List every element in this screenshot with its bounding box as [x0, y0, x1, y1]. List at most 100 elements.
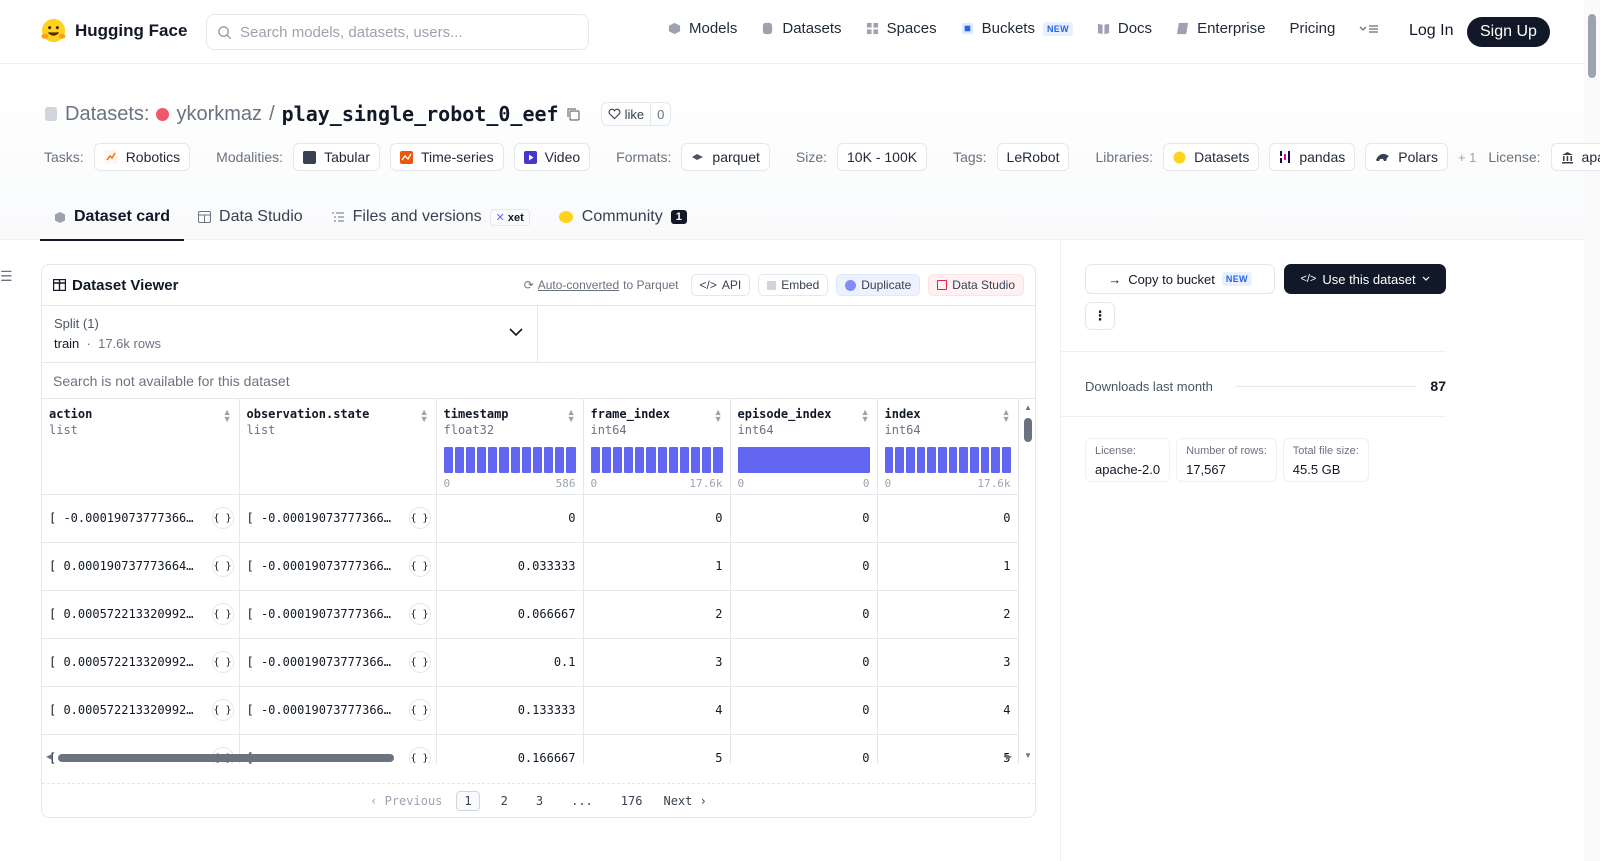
nav-enterprise[interactable]: Enterprise	[1176, 20, 1265, 37]
global-search[interactable]	[206, 14, 589, 50]
histogram-bar[interactable]	[566, 447, 576, 473]
table-row[interactable]: [ -0.0001907377736642...{ }[ -0.00019073…	[42, 494, 1019, 543]
signup-button[interactable]: Sign Up	[1467, 17, 1550, 47]
list-cell[interactable]: [ -0.0001907377736642... { }	[239, 686, 437, 735]
histogram-bar[interactable]	[443, 447, 453, 473]
expand-json-icon[interactable]: { }	[408, 507, 431, 529]
sort-icon[interactable]: ▲ ▼	[860, 407, 870, 424]
sort-icon[interactable]: ▲ ▼	[713, 407, 723, 424]
tag-lerobot[interactable]: LeRobot	[996, 143, 1070, 171]
login-link[interactable]: Log In	[1409, 22, 1454, 39]
data-studio-button[interactable]: Data Studio	[928, 274, 1024, 296]
table-row[interactable]: [ 0.00057221332099288...{ }[ -0.00019073…	[42, 590, 1019, 639]
histogram-bar[interactable]	[713, 447, 723, 473]
number-cell[interactable]: 4	[583, 686, 731, 735]
table-row[interactable]: [ 0.00057221332099288...{ }[ -0.00019073…	[42, 638, 1019, 687]
number-cell[interactable]: 0	[730, 686, 878, 735]
number-cell[interactable]: 0.1	[436, 638, 584, 687]
number-cell[interactable]: 3	[583, 638, 731, 687]
column-header[interactable]: action list ▲ ▼	[42, 399, 240, 495]
histogram-bar[interactable]	[624, 447, 634, 473]
histogram-bar[interactable]	[612, 447, 623, 473]
histogram-bar[interactable]	[668, 447, 678, 473]
histogram-bar[interactable]	[702, 447, 712, 473]
histogram-bar[interactable]	[590, 447, 600, 473]
tag-pandas[interactable]: pandas	[1269, 143, 1356, 171]
list-cell[interactable]: [ 0.00057221332099288... { }	[42, 686, 240, 735]
expand-json-icon[interactable]: { }	[408, 555, 431, 577]
tag-video[interactable]: Video	[513, 143, 591, 171]
previous-page-button[interactable]: ‹ Previous	[370, 793, 443, 808]
histogram-bar[interactable]	[1001, 447, 1011, 473]
list-cell[interactable]: [ -0.0001907377736642... { }	[239, 638, 437, 687]
sort-icon[interactable]: ▲ ▼	[566, 407, 576, 424]
histogram-bar[interactable]	[635, 447, 645, 473]
column-header[interactable]: timestamp float32 ▲ ▼ 0 586	[436, 399, 584, 495]
number-cell[interactable]: 0	[730, 734, 878, 764]
list-cell[interactable]: [ 0.000190737773664295... { }	[42, 542, 240, 591]
list-cell[interactable]: [ -0.0001907377736642... { }	[239, 542, 437, 591]
split-selector[interactable]: Split (1) train · 17.6k rows	[42, 306, 538, 362]
table-row[interactable]: [ 0.00057221332099288...{ }[ -0.00019073…	[42, 686, 1019, 735]
histogram-bar[interactable]	[916, 447, 926, 473]
page-scrollbar[interactable]	[1584, 0, 1600, 861]
api-button[interactable]: </> API	[690, 274, 751, 296]
tab-dataset-card[interactable]: Dataset card	[40, 194, 185, 241]
expand-json-icon[interactable]: { }	[408, 699, 431, 721]
libraries-more[interactable]: + 1	[1457, 149, 1477, 165]
tag-size[interactable]: 10K - 100K	[837, 143, 928, 171]
list-cell[interactable]: [ -0.0001907377736642... { }	[239, 494, 437, 543]
more-options-button[interactable]: ⋮	[1085, 302, 1115, 330]
number-cell[interactable]: 0	[436, 494, 584, 543]
sort-icon[interactable]: ▲ ▼	[419, 407, 429, 424]
column-header[interactable]: index int64 ▲ ▼ 0 17.6k	[877, 399, 1019, 495]
nav-datasets[interactable]: Datasets	[761, 20, 842, 37]
histogram-bar[interactable]	[884, 447, 894, 473]
page-button[interactable]: 1	[456, 790, 480, 811]
nav-spaces[interactable]: Spaces	[866, 20, 937, 37]
number-cell[interactable]: 0	[877, 494, 1019, 543]
histogram-bar[interactable]	[895, 447, 904, 473]
list-cell[interactable]: [ -0.0001907377736642... { }	[239, 590, 437, 639]
histogram-bar[interactable]	[948, 447, 958, 473]
number-cell[interactable]: 4	[877, 686, 1019, 735]
auto-converted-link[interactable]: Auto-converted	[537, 278, 620, 292]
number-cell[interactable]: 0	[730, 494, 878, 543]
nav-models[interactable]: Models	[668, 20, 737, 37]
histogram-bar[interactable]	[544, 447, 554, 473]
number-cell[interactable]: 0.033333	[436, 542, 584, 591]
next-page-button[interactable]: Next ›	[663, 793, 707, 808]
tag-polars[interactable]: Polars	[1365, 143, 1448, 171]
histogram-bar[interactable]	[454, 447, 464, 473]
column-header[interactable]: frame_index int64 ▲ ▼ 0 17.6k	[583, 399, 731, 495]
histogram-bar[interactable]	[737, 447, 870, 473]
grid-horizontal-scrollbar[interactable]: ◀ ▶	[42, 750, 1016, 764]
number-cell[interactable]: 0.166667	[436, 734, 584, 764]
page-scrollbar-thumb[interactable]	[1588, 14, 1596, 78]
number-cell[interactable]: 0	[583, 494, 731, 543]
tag-datasets-lib[interactable]: Datasets	[1163, 143, 1260, 171]
list-cell[interactable]: [ 0.00057221332099288... { }	[42, 590, 240, 639]
table-row[interactable]: [ 0.000190737773664295...{ }[ -0.0001907…	[42, 542, 1019, 591]
number-cell[interactable]: 0	[730, 542, 878, 591]
expand-json-icon[interactable]: { }	[211, 651, 234, 673]
page-button[interactable]: 2	[500, 793, 508, 808]
number-cell[interactable]: 1	[583, 542, 731, 591]
scroll-left-icon[interactable]: ◀	[46, 752, 53, 761]
sidebar-toggle-icon[interactable]: ☰	[0, 268, 13, 284]
use-this-dataset-button[interactable]: </> Use this dataset	[1284, 264, 1446, 294]
tag-tabular[interactable]: Tabular	[293, 143, 380, 171]
histogram[interactable]	[590, 447, 723, 473]
grid-horizontal-thumb[interactable]	[58, 754, 394, 762]
tag-time-series[interactable]: Time-series	[390, 143, 504, 171]
nav-buckets[interactable]: Buckets NEW	[961, 20, 1073, 37]
grid-vertical-scrollbar[interactable]: ▲ ▼	[1021, 399, 1035, 764]
number-cell[interactable]: 1	[877, 542, 1019, 591]
histogram[interactable]	[884, 447, 1011, 473]
histogram-bar[interactable]	[465, 447, 476, 473]
histogram-bar[interactable]	[959, 447, 968, 473]
scroll-up-icon[interactable]: ▲	[1024, 403, 1032, 412]
tag-robotics[interactable]: Robotics	[93, 143, 191, 171]
histogram-bar[interactable]	[927, 447, 936, 473]
